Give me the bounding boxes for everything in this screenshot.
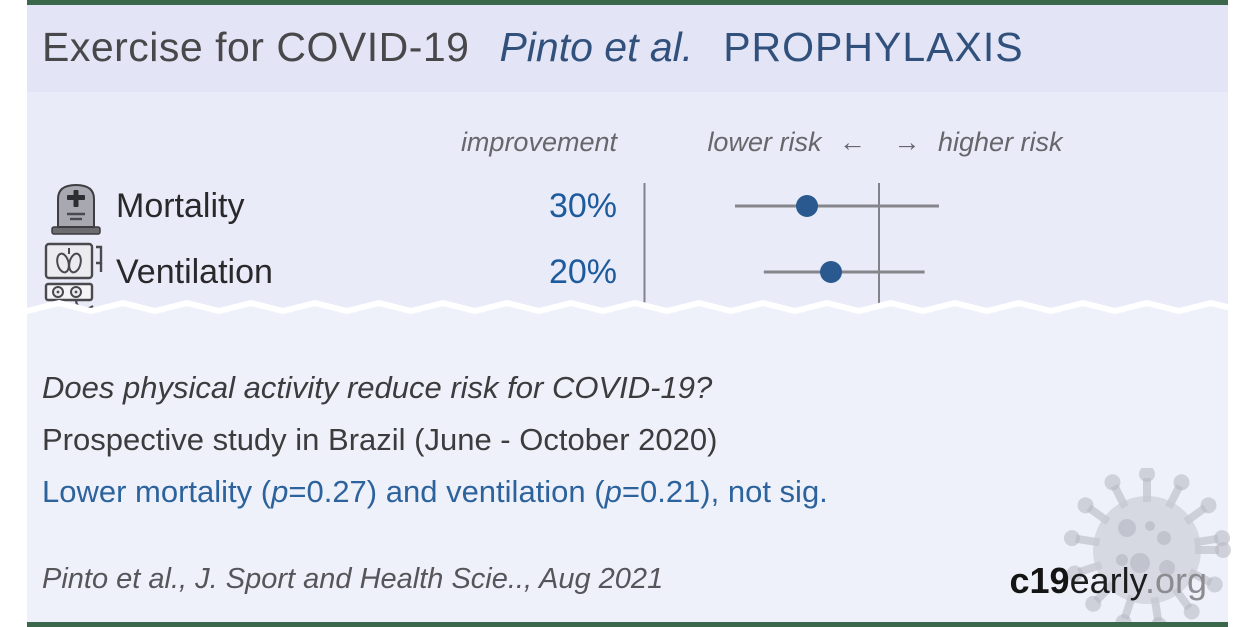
finding-text: =0.21), not sig. xyxy=(621,474,828,509)
outcome-label-ventilation: Ventilation xyxy=(116,253,273,291)
risk-axis-header: lower risk ← → higher risk xyxy=(700,127,1070,158)
study-description: Prospective study in Brazil (June - Octo… xyxy=(42,422,718,457)
improvement-column-header: improvement xyxy=(460,127,617,157)
citation: Pinto et al., J. Sport and Health Scie..… xyxy=(42,563,664,595)
study-author: Pinto et al. xyxy=(499,24,694,70)
improvement-value-ventilation: 20% xyxy=(548,253,617,291)
header-band xyxy=(27,5,1228,92)
forest-plot xyxy=(643,183,939,313)
higher-risk-label: higher risk xyxy=(938,127,1063,157)
left-arrow-icon: ← xyxy=(838,127,866,157)
wavy-divider xyxy=(27,300,1228,320)
p-symbol: p xyxy=(604,474,622,509)
site-logo[interactable]: c19early.org xyxy=(1010,560,1207,602)
bottom-border-bar xyxy=(27,622,1228,627)
study-question: Does physical activity reduce risk for C… xyxy=(42,370,713,405)
logo-bold-part: c19 xyxy=(1009,560,1070,601)
virus-icon xyxy=(1063,468,1231,627)
page-title: Exercise for COVID-19 xyxy=(42,24,470,70)
improvement-value-mortality: 30% xyxy=(548,187,617,225)
lower-risk-label: lower risk xyxy=(707,127,822,157)
p-symbol: p xyxy=(271,474,289,509)
logo-regular-part: early xyxy=(1069,560,1145,601)
ventilator-icon xyxy=(42,240,112,314)
treatment-stage-tag: PROPHYLAXIS xyxy=(723,24,1024,70)
right-arrow-icon: → xyxy=(893,127,921,157)
summary-band xyxy=(27,320,1228,622)
finding-text: =0.27) and ventilation ( xyxy=(288,474,605,509)
logo-suffix-part: .org xyxy=(1144,560,1207,601)
outcome-label-mortality: Mortality xyxy=(116,187,245,225)
finding-text: Lower mortality ( xyxy=(42,474,272,509)
header: Exercise for COVID-19 Pinto et al. PROPH… xyxy=(42,24,1212,71)
study-finding: Lower mortality (p=0.27) and ventilation… xyxy=(42,474,828,510)
tombstone-icon xyxy=(46,177,106,237)
top-border-bar xyxy=(27,0,1228,5)
forest-plot-band xyxy=(27,92,1228,320)
